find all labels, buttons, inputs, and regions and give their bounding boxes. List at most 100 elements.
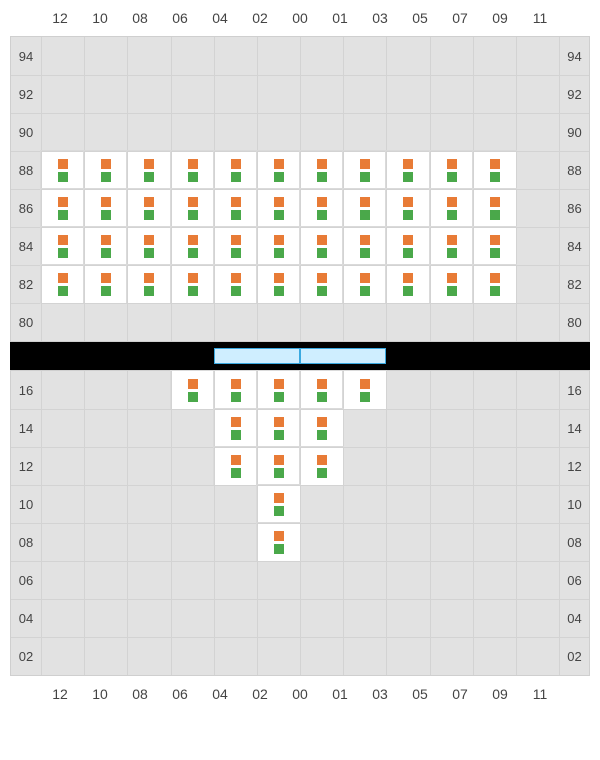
slot-filled[interactable] [430,227,473,265]
row-label-left: 06 [11,561,41,599]
column-label: 08 [120,10,160,26]
slot-filled[interactable] [343,227,386,265]
column-label: 08 [120,686,160,702]
slot-filled[interactable] [343,265,386,303]
column-label: 07 [440,686,480,702]
slot-filled[interactable] [257,409,300,447]
slot-filled[interactable] [214,265,257,303]
slot-filled[interactable] [473,227,516,265]
column-label: 02 [240,10,280,26]
slot-filled[interactable] [127,189,170,227]
slot-filled[interactable] [257,371,300,409]
row-label-right: 84 [559,227,589,265]
slot-filled[interactable] [41,189,84,227]
slot-filled[interactable] [343,151,386,189]
marker-green [447,248,457,258]
slot-filled[interactable] [300,447,343,485]
slot-empty [473,113,516,151]
slot-filled[interactable] [171,265,214,303]
column-label: 11 [520,686,560,702]
slot-empty [171,113,214,151]
slot-filled[interactable] [430,189,473,227]
slot-filled[interactable] [214,227,257,265]
column-label: 03 [360,686,400,702]
marker-orange [274,417,284,427]
slot-filled[interactable] [214,371,257,409]
slot-filled[interactable] [343,371,386,409]
door[interactable] [300,348,386,364]
slot-filled[interactable] [41,151,84,189]
marker-green [317,172,327,182]
slot-filled[interactable] [84,189,127,227]
slot-filled[interactable] [84,265,127,303]
row-label-right: 14 [559,409,589,447]
slot-filled[interactable] [300,227,343,265]
row-label-right: 80 [559,303,589,341]
slot-filled[interactable] [257,485,300,523]
slot-filled[interactable] [257,189,300,227]
slot-filled[interactable] [171,371,214,409]
marker-orange [188,159,198,169]
marker-green [360,248,370,258]
slot-filled[interactable] [430,265,473,303]
slot-filled[interactable] [473,189,516,227]
slot-filled[interactable] [127,227,170,265]
slot-filled[interactable] [84,151,127,189]
slot-filled[interactable] [343,189,386,227]
marker-green [274,506,284,516]
column-label: 06 [160,10,200,26]
marker-green [403,172,413,182]
door[interactable] [214,348,300,364]
slot-filled[interactable] [41,265,84,303]
slot-filled[interactable] [214,189,257,227]
marker-green [231,210,241,220]
slot-filled[interactable] [430,151,473,189]
slot-filled[interactable] [300,265,343,303]
slot-empty [343,561,386,599]
slot-filled[interactable] [473,265,516,303]
slot-filled[interactable] [257,227,300,265]
slot-filled[interactable] [386,151,429,189]
slot-empty [171,303,214,341]
marker-green [231,468,241,478]
slot-filled[interactable] [300,189,343,227]
slot-filled[interactable] [171,189,214,227]
slot-filled[interactable] [84,227,127,265]
slot-filled[interactable] [386,189,429,227]
slot-filled[interactable] [257,523,300,561]
slot-filled[interactable] [257,265,300,303]
slot-filled[interactable] [214,409,257,447]
slot-filled[interactable] [171,151,214,189]
slot-filled[interactable] [300,371,343,409]
slot-empty [430,637,473,675]
row-label-right: 90 [559,113,589,151]
slot-empty [386,37,429,75]
slot-filled[interactable] [41,227,84,265]
column-label: 09 [480,686,520,702]
slot-empty [127,599,170,637]
slot-filled[interactable] [300,151,343,189]
slot-filled[interactable] [386,265,429,303]
slot-filled[interactable] [257,447,300,485]
marker-orange [58,273,68,283]
slot-empty [386,637,429,675]
slot-filled[interactable] [214,447,257,485]
slot-empty [127,485,170,523]
row-label-left: 04 [11,599,41,637]
column-label: 06 [160,686,200,702]
slot-filled[interactable] [127,265,170,303]
slot-filled[interactable] [171,227,214,265]
marker-green [317,248,327,258]
slot-filled[interactable] [300,409,343,447]
slot-empty [41,75,84,113]
slot-filled[interactable] [473,151,516,189]
slot-filled[interactable] [257,151,300,189]
slot-filled[interactable] [386,227,429,265]
marker-orange [360,235,370,245]
slot-empty [473,75,516,113]
slot-filled[interactable] [214,151,257,189]
slot-filled[interactable] [127,151,170,189]
slot-empty [257,637,300,675]
top-grid: 94949292909088888686848482828080 [11,37,589,341]
marker-green [403,248,413,258]
